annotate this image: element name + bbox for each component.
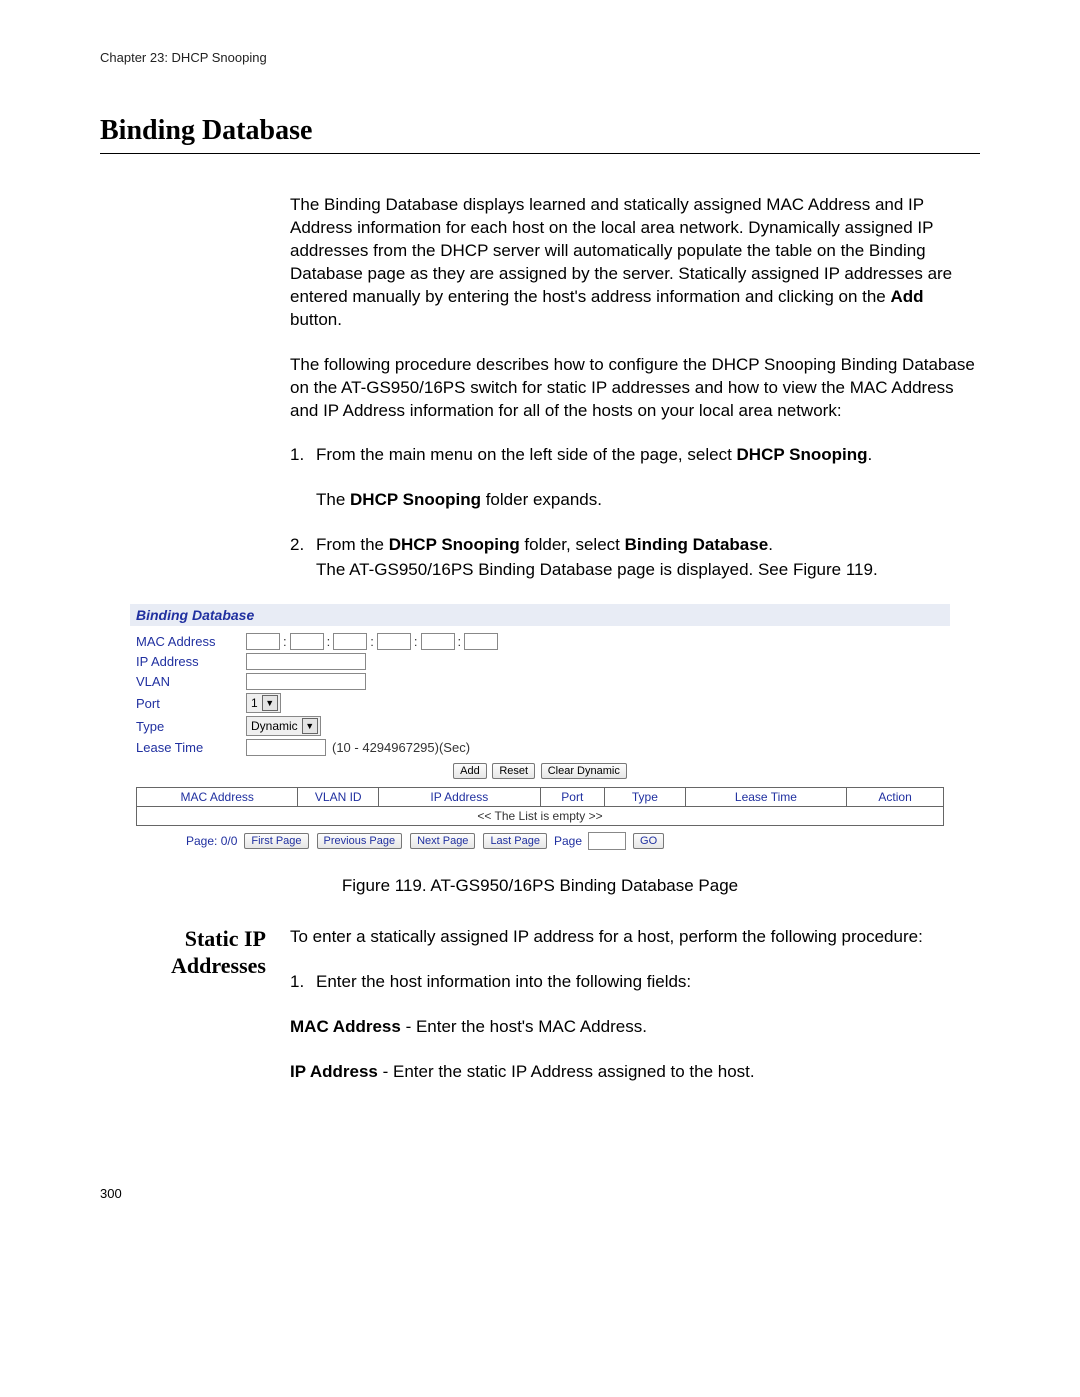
- intro-paragraph: The Binding Database displays learned an…: [290, 194, 980, 332]
- mac-input-4[interactable]: [377, 633, 411, 650]
- intro-paragraph-2: The following procedure describes how to…: [290, 354, 980, 423]
- static-intro: To enter a statically assigned IP addres…: [290, 926, 980, 949]
- step1-result-c: folder expands.: [481, 490, 602, 509]
- page-label: Page: [554, 834, 582, 848]
- step-number: 2.: [290, 534, 316, 582]
- step-number: 1.: [290, 444, 316, 512]
- ip-input[interactable]: [246, 653, 366, 670]
- th-mac: MAC Address: [137, 788, 298, 807]
- port-label: Port: [136, 696, 246, 711]
- reset-button[interactable]: Reset: [492, 763, 535, 779]
- type-label: Type: [136, 719, 246, 734]
- page-input[interactable]: [588, 832, 626, 850]
- step2-line2: The AT-GS950/16PS Binding Database page …: [316, 559, 980, 582]
- vlan-label: VLAN: [136, 674, 246, 689]
- empty-list-text: << The List is empty >>: [137, 807, 944, 826]
- go-button[interactable]: GO: [633, 833, 664, 849]
- chevron-down-icon: ▼: [262, 695, 278, 711]
- th-type: Type: [605, 788, 686, 807]
- ip-address-label: IP Address: [136, 654, 246, 669]
- step2-e: .: [768, 535, 773, 554]
- lease-time-label: Lease Time: [136, 740, 246, 755]
- mac-address-label: MAC Address: [136, 634, 246, 649]
- page-title: Binding Database: [100, 115, 980, 147]
- side-heading-static-ip: Static IPAddresses: [100, 926, 290, 979]
- lease-time-hint: (10 - 4294967295)(Sec): [332, 740, 470, 755]
- mac-input-6[interactable]: [464, 633, 498, 650]
- type-select[interactable]: Dynamic ▼: [246, 716, 321, 736]
- step2-b: DHCP Snooping: [389, 535, 520, 554]
- binding-database-figure: Binding Database MAC Address : : : : : I…: [130, 604, 950, 858]
- page-info: Page: 0/0: [186, 834, 237, 848]
- th-port: Port: [540, 788, 605, 807]
- static-step-1: 1.Enter the host information into the fo…: [290, 971, 980, 994]
- lease-time-input[interactable]: [246, 739, 326, 756]
- step1-tail: .: [867, 445, 872, 464]
- mac-field-line: MAC Address - Enter the host's MAC Addre…: [290, 1016, 980, 1039]
- step-1: 1. From the main menu on the left side o…: [290, 444, 980, 512]
- step1-result-b: DHCP Snooping: [350, 490, 481, 509]
- add-button[interactable]: Add: [453, 763, 487, 779]
- figure-caption: Figure 119. AT-GS950/16PS Binding Databa…: [100, 876, 980, 896]
- th-lease: Lease Time: [685, 788, 846, 807]
- step1-lead: From the main menu on the left side of t…: [316, 445, 737, 464]
- mac-input-3[interactable]: [333, 633, 367, 650]
- port-select[interactable]: 1 ▼: [246, 693, 281, 713]
- last-page-button[interactable]: Last Page: [483, 833, 547, 849]
- port-value: 1: [251, 696, 258, 710]
- first-page-button[interactable]: First Page: [244, 833, 308, 849]
- mac-input-1[interactable]: [246, 633, 280, 650]
- th-vlan: VLAN ID: [298, 788, 379, 807]
- step2-a: From the: [316, 535, 389, 554]
- clear-dynamic-button[interactable]: Clear Dynamic: [541, 763, 627, 779]
- figure-titlebar: Binding Database: [130, 604, 950, 626]
- binding-table: MAC Address VLAN ID IP Address Port Type…: [136, 787, 944, 826]
- ip-field-line: IP Address - Enter the static IP Address…: [290, 1061, 980, 1084]
- intro-tail: button.: [290, 310, 342, 329]
- previous-page-button[interactable]: Previous Page: [317, 833, 403, 849]
- next-page-button[interactable]: Next Page: [410, 833, 475, 849]
- chapter-header: Chapter 23: DHCP Snooping: [100, 50, 980, 65]
- intro-add-bold: Add: [891, 287, 924, 306]
- th-action: Action: [847, 788, 944, 807]
- th-ip: IP Address: [379, 788, 540, 807]
- mac-input-2[interactable]: [290, 633, 324, 650]
- mac-input-5[interactable]: [421, 633, 455, 650]
- step1-bold: DHCP Snooping: [737, 445, 868, 464]
- vlan-input[interactable]: [246, 673, 366, 690]
- intro-text: The Binding Database displays learned an…: [290, 195, 952, 306]
- step2-c: folder, select: [520, 535, 625, 554]
- type-value: Dynamic: [251, 719, 298, 733]
- heading-rule: [100, 153, 980, 154]
- step-2: 2. From the DHCP Snooping folder, select…: [290, 534, 980, 582]
- page-number: 300: [100, 1186, 980, 1201]
- pager: Page: 0/0 First Page Previous Page Next …: [136, 832, 944, 850]
- step1-result-a: The: [316, 490, 350, 509]
- step2-d: Binding Database: [625, 535, 769, 554]
- chevron-down-icon: ▼: [302, 718, 318, 734]
